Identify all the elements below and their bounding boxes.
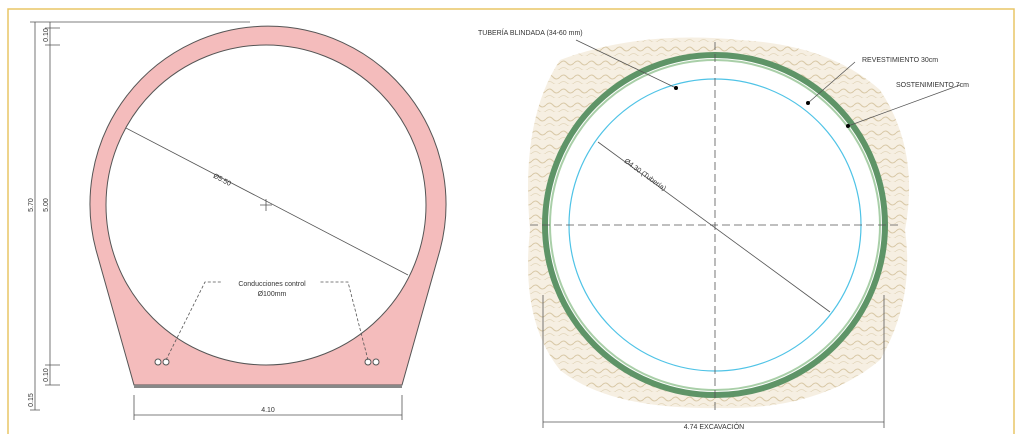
width-label: 4.10 <box>261 407 275 414</box>
dim-inner: 5.00 <box>43 198 50 212</box>
lined-section <box>528 37 961 428</box>
pipe-label: TUBERÍA BLINDADA (34-60 mm) <box>478 28 583 37</box>
support-label: SOSTENIMIENTO 7cm <box>896 82 969 89</box>
dim-bottom: 0.10 <box>43 368 50 382</box>
dim-top: 0.10 <box>43 28 50 42</box>
lining-label: REVESTIMIENTO 30cm <box>862 57 938 64</box>
conduits-size: Ø100mm <box>258 291 287 298</box>
frame <box>7 8 1015 434</box>
tunnel-section <box>30 21 447 420</box>
dim-base: 0.15 <box>28 393 35 407</box>
dim-total: 5.70 <box>28 198 35 212</box>
excavation-label: 4.74 EXCAVACIÓN <box>684 422 744 431</box>
conduits-label: Conducciones control <box>238 281 306 288</box>
